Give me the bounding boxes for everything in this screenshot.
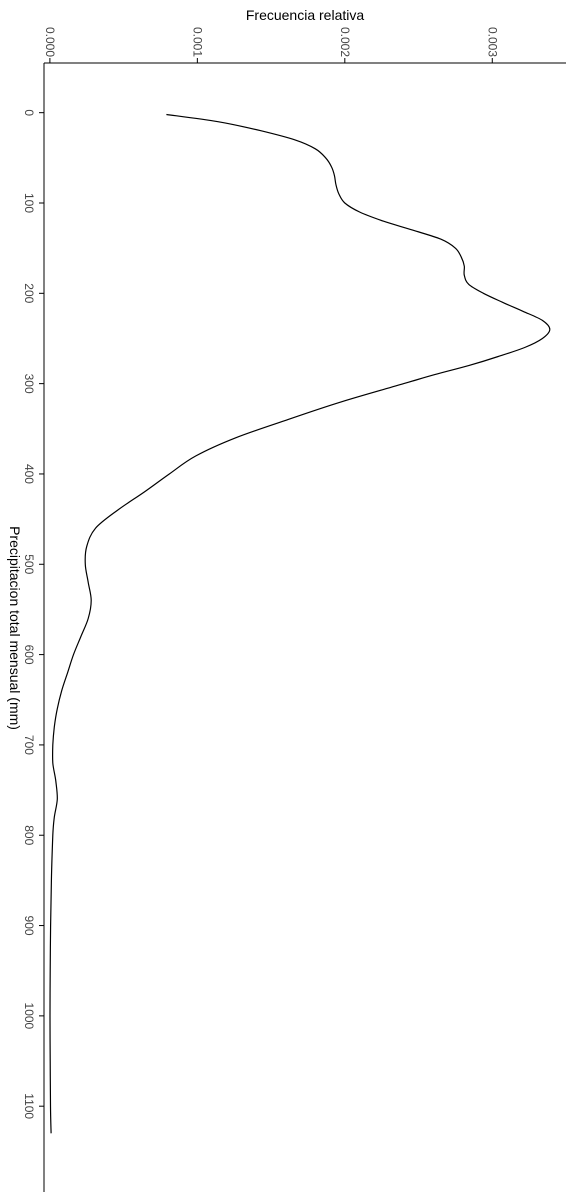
x-axis-ticks: 0 100 200 300 400 500 600 700 800 900 1000 1100 [22, 109, 44, 1119]
y-tick-label: 0.000 [43, 27, 57, 57]
x-tick-label: 1100 [22, 1093, 36, 1119]
y-tick-label: 0.001 [190, 27, 204, 57]
x-axis-title: Precipitacion total mensual (mm) [7, 526, 23, 730]
density-line [49, 113, 551, 1134]
x-tick-label: 800 [22, 825, 36, 845]
x-tick-label: 400 [22, 464, 36, 484]
x-tick-label: 100 [22, 193, 36, 213]
x-tick-label: 300 [22, 374, 36, 394]
y-axis-title: Frecuencia relativa [246, 7, 364, 23]
x-tick-label: 1000 [22, 1003, 36, 1030]
y-axis-ticks: 0.000 0.001 0.002 0.003 [43, 27, 499, 63]
y-tick-label: 0.002 [338, 27, 352, 57]
x-tick-label: 0 [22, 109, 36, 116]
x-tick-label: 900 [22, 916, 36, 936]
x-tick-label: 500 [22, 554, 36, 574]
x-tick-label: 200 [22, 283, 36, 303]
x-tick-label: 700 [22, 735, 36, 755]
y-tick-label: 0.003 [485, 27, 499, 57]
x-tick-label: 600 [22, 645, 36, 665]
